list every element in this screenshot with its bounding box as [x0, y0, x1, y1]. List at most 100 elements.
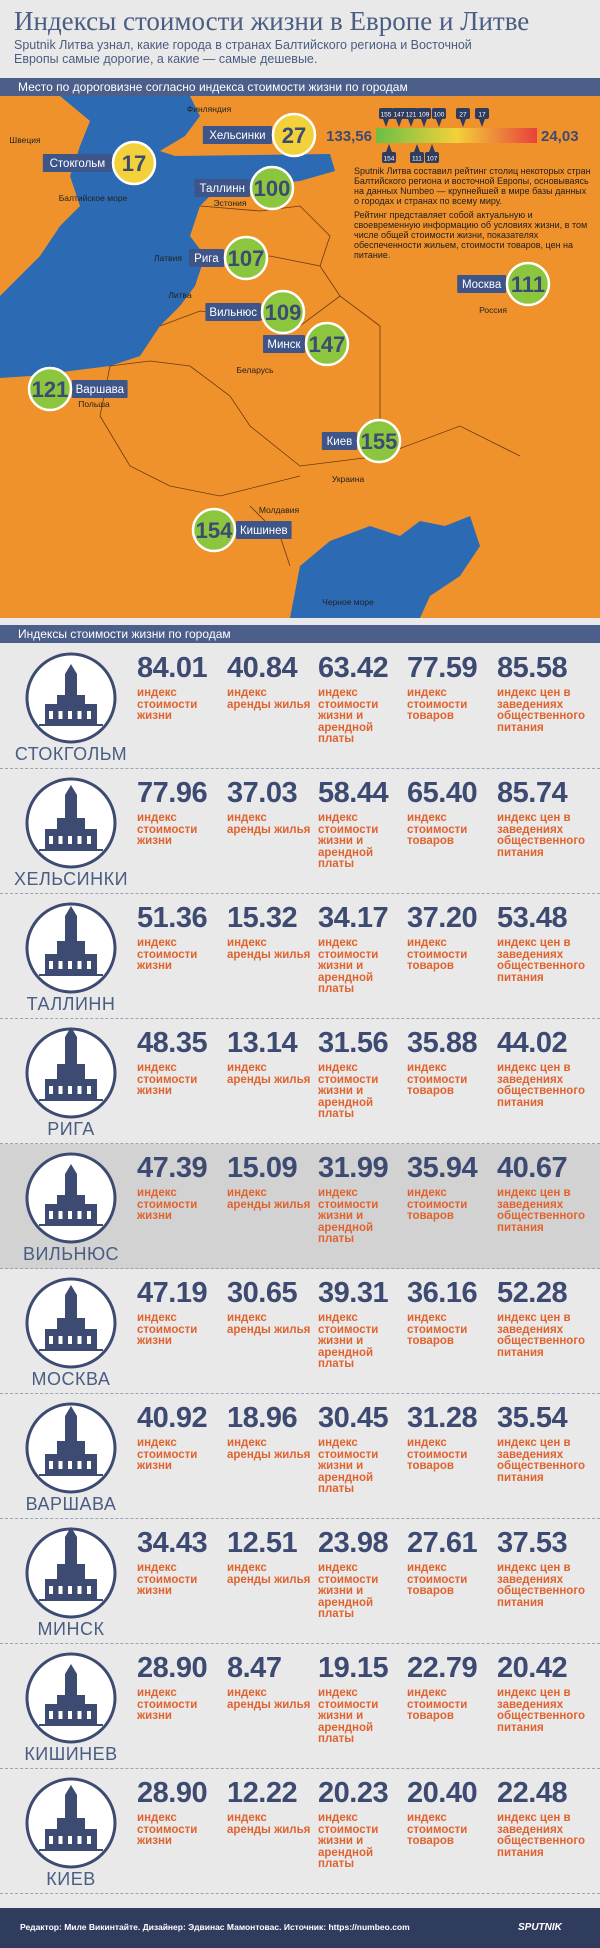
column-label: индекс стоимости товаров — [407, 1812, 468, 1847]
value: 34.17 — [318, 902, 389, 934]
scale-marker — [379, 108, 393, 119]
column-label: индекс аренды жилья — [227, 812, 311, 836]
rank-label: 17 — [122, 151, 146, 176]
column-label: индекс аренды жилья — [227, 1562, 311, 1586]
city-icon — [25, 1527, 117, 1619]
icon-window — [77, 1211, 82, 1219]
icon-window — [68, 836, 72, 844]
value: 28.90 — [137, 1652, 208, 1684]
city-label-bg — [188, 249, 224, 267]
city-name: ВИЛЬНЮС — [22, 1244, 120, 1264]
column-label: индекс цен в заведениях общественного пи… — [497, 937, 585, 984]
city-name: МОСКВА — [31, 1369, 111, 1389]
icon-window — [58, 1711, 63, 1719]
marker-pointer — [436, 119, 442, 127]
marker-label: 107 — [427, 156, 438, 163]
marker-pointer — [479, 119, 485, 127]
column-label: индекс стоимости жизни — [137, 1437, 198, 1472]
value: 20.40 — [407, 1777, 478, 1809]
value: 37.03 — [227, 777, 298, 809]
rank-circle — [223, 235, 269, 281]
value: 28.90 — [137, 1777, 208, 1809]
icon-window — [87, 1461, 91, 1469]
value: 40.67 — [497, 1152, 568, 1184]
city-name: КИШИНЕВ — [24, 1744, 118, 1764]
value: 8.47 — [227, 1652, 282, 1684]
rank-label: 154 — [196, 518, 233, 543]
city-label: Рига — [194, 253, 219, 265]
value: 35.54 — [497, 1402, 568, 1434]
column-label: индекс стоимости жизни — [137, 812, 198, 847]
scale-min: 24,03 — [541, 128, 579, 145]
value: 58.44 — [318, 777, 389, 809]
value: 85.74 — [497, 777, 568, 809]
value: 18.96 — [227, 1402, 298, 1434]
value: 23.98 — [318, 1527, 389, 1559]
value: 51.36 — [137, 902, 208, 934]
icon-window — [68, 1461, 72, 1469]
icon-window — [87, 1836, 91, 1844]
value: 15.09 — [227, 1152, 298, 1184]
city-icon — [25, 1152, 117, 1244]
scale-marker — [410, 152, 424, 163]
city-label-bg — [194, 179, 250, 197]
map: Финляндия Швеция Балтийское море Эстония Лат… — [0, 96, 600, 618]
city-label-bg — [236, 521, 292, 539]
city-icon — [25, 1277, 117, 1369]
country-label: Беларусь — [236, 365, 274, 375]
city-icon — [25, 652, 117, 744]
table-row: КИШИНЕВ 28.90 индекс стоимости жизни 8.47 ин… — [0, 1644, 600, 1769]
column-label: индекс стоимости жизни и арендной платы — [318, 1062, 379, 1120]
value: 35.88 — [407, 1027, 478, 1059]
table-row: РИГА 48.35 индекс стоимости жизни 13.14 инде… — [0, 1019, 600, 1144]
marker-label: 27 — [459, 112, 467, 119]
column-label: индекс стоимости товаров — [407, 1312, 468, 1347]
city-name: ХЕЛЬСИНКИ — [13, 869, 129, 889]
marker-label: 111 — [412, 156, 422, 163]
rank-label: 147 — [309, 332, 346, 357]
marker-pointer — [408, 119, 414, 127]
column-label: индекс стоимости товаров — [407, 1437, 468, 1472]
column-label: индекс стоимости жизни — [137, 937, 198, 972]
city-name: СТОКГОЛЬМ — [14, 744, 128, 764]
table-row: ВАРШАВА 40.92 индекс стоимости жизни 18.96 и… — [0, 1394, 600, 1519]
city-icon — [25, 1027, 117, 1119]
icon-window — [58, 1836, 63, 1844]
country-label: Молдавия — [259, 505, 300, 515]
value: 37.53 — [497, 1527, 568, 1559]
scale-marker — [404, 108, 418, 119]
value: 31.28 — [407, 1402, 478, 1434]
icon-window — [87, 1336, 91, 1344]
icon-window — [68, 1836, 72, 1844]
rank-circle — [505, 261, 551, 307]
marker-pointer — [396, 119, 402, 127]
marker-label: 109 — [419, 112, 430, 119]
value: 52.28 — [497, 1277, 568, 1309]
city-label: Хельсинки — [209, 130, 265, 142]
value: 19.15 — [318, 1652, 389, 1684]
city-icon — [25, 1402, 117, 1494]
description: Рейтинг представляет собой актуальную и … — [354, 210, 588, 260]
marker-pointer — [383, 119, 389, 127]
city-name: МИНСК — [37, 1619, 105, 1639]
icon-window — [49, 711, 53, 719]
marker-label: 100 — [434, 112, 445, 119]
column-label: индекс стоимости жизни — [137, 1187, 198, 1222]
value: 36.16 — [407, 1277, 478, 1309]
column-label: индекс стоимости жизни и арендной платы — [318, 1562, 379, 1620]
table-row: ВИЛЬНЮС 47.39 индекс стоимости жизни 15.09 и… — [0, 1144, 600, 1269]
city-icon — [25, 777, 117, 869]
city-icon — [25, 1777, 117, 1869]
marker-pointer — [421, 119, 427, 127]
city-label: Стокгольм — [50, 158, 106, 170]
value: 15.32 — [227, 902, 298, 934]
column-label: индекс стоимости жизни и арендной платы — [318, 1187, 379, 1245]
city-label-bg — [457, 275, 506, 293]
marker-pointer — [414, 144, 420, 152]
icon-window — [49, 961, 53, 969]
icon-window — [58, 1461, 63, 1469]
icon-window — [49, 836, 53, 844]
city-label: Москва — [462, 279, 502, 291]
scale-marker — [382, 152, 396, 163]
country-label: Польша — [78, 399, 110, 409]
